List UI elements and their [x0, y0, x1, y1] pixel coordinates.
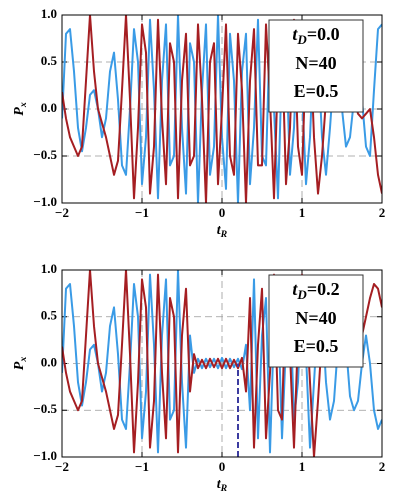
y-tick-label: −0.5 — [33, 147, 57, 162]
x-axis-label: tR — [217, 223, 228, 240]
y-axis-label: Px — [12, 102, 29, 116]
x-tick-label: 1 — [299, 459, 306, 474]
x-tick-label: 1 — [299, 205, 306, 220]
annotation-box — [268, 19, 364, 113]
x-tick-label: −2 — [55, 459, 69, 474]
x-tick-label: −1 — [135, 205, 149, 220]
x-axis-label-var: t — [217, 477, 222, 492]
x-tick-label: −1 — [135, 459, 149, 474]
annotation-line: tD=0.0 — [292, 24, 339, 47]
y-tick-label: −1.0 — [33, 448, 57, 463]
y-axis-label-sub: x — [18, 102, 29, 108]
panel: −1.0−0.50.00.51.0−2 −1 0 1 2tD=0.0N=40E=0.5t… — [12, 6, 385, 240]
annotation-box — [268, 274, 364, 368]
annotation-line: N=40 — [295, 53, 336, 73]
annotation: tD=0.0 N=40 E=0.5 — [268, 19, 364, 113]
annotation-var: t — [292, 279, 298, 299]
y-tick-label: −1.0 — [33, 194, 57, 209]
y-tick-label: 0.5 — [41, 308, 58, 323]
annotation-sub: D — [296, 32, 307, 47]
x-tick-label: 0 — [219, 459, 226, 474]
annotation-line: tD=0.2 — [292, 279, 339, 302]
annotation-line: N=40 — [295, 308, 336, 328]
x-axis-label: tR — [217, 477, 228, 492]
y-axis-label-var: P — [12, 361, 27, 370]
x-tick-label: 2 — [379, 459, 386, 474]
y-tick-label: 0.5 — [41, 53, 58, 68]
y-axis-label: Px — [12, 357, 29, 371]
y-axis-label-sub: x — [18, 357, 29, 363]
x-tick-label: 0 — [219, 205, 226, 220]
plot-frame — [61, 269, 383, 458]
series-line — [62, 15, 382, 203]
panel: −1.0−0.50.00.51.0−2 −1 0 1 2tD=0.2N=40E=0.5t… — [12, 261, 385, 492]
y-tick-label: −0.5 — [33, 401, 57, 416]
y-tick-label: 0.0 — [41, 100, 57, 115]
plot-frame — [61, 14, 383, 204]
annotation: tD=0.2 N=40 E=0.5 — [268, 274, 364, 368]
x-axis-label-sub: R — [220, 229, 228, 240]
y-axis-label-var: P — [12, 107, 27, 116]
y-tick-label: 0.0 — [41, 354, 57, 369]
annotation-sub: D — [296, 287, 307, 302]
x-tick-label: −2 — [55, 205, 69, 220]
annotation-line: E=0.5 — [294, 81, 339, 101]
annotation-rest: =0.0 — [307, 24, 340, 44]
x-axis-label-sub: R — [220, 483, 228, 492]
series-line — [62, 270, 382, 454]
y-tick-label: 1.0 — [41, 261, 57, 276]
x-axis-label-var: t — [217, 223, 222, 238]
annotation-var: t — [292, 24, 298, 44]
annotation-rest: =0.2 — [307, 279, 340, 299]
annotation-line: E=0.5 — [294, 336, 339, 356]
y-tick-label: 1.0 — [41, 6, 57, 21]
x-tick-label: 2 — [379, 205, 386, 220]
